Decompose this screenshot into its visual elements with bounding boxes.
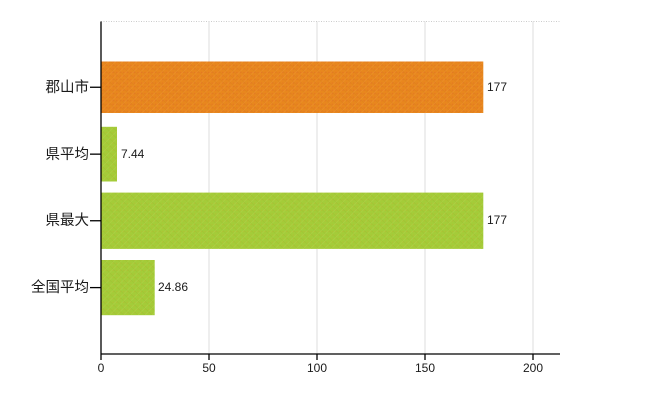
svg-text:100: 100 xyxy=(307,361,327,375)
svg-text:177: 177 xyxy=(487,80,507,94)
svg-text:200: 200 xyxy=(523,361,543,375)
svg-text:県最大: 県最大 xyxy=(46,212,90,229)
svg-text:県平均: 県平均 xyxy=(46,146,90,163)
svg-text:7.44: 7.44 xyxy=(121,147,145,161)
svg-text:177: 177 xyxy=(487,213,507,227)
svg-text:24.86: 24.86 xyxy=(158,280,188,294)
svg-text:郡山市: 郡山市 xyxy=(46,79,90,96)
svg-text:50: 50 xyxy=(202,361,216,375)
svg-text:0: 0 xyxy=(98,361,105,375)
svg-text:全国平均: 全国平均 xyxy=(31,278,89,296)
svg-text:150: 150 xyxy=(415,361,435,375)
